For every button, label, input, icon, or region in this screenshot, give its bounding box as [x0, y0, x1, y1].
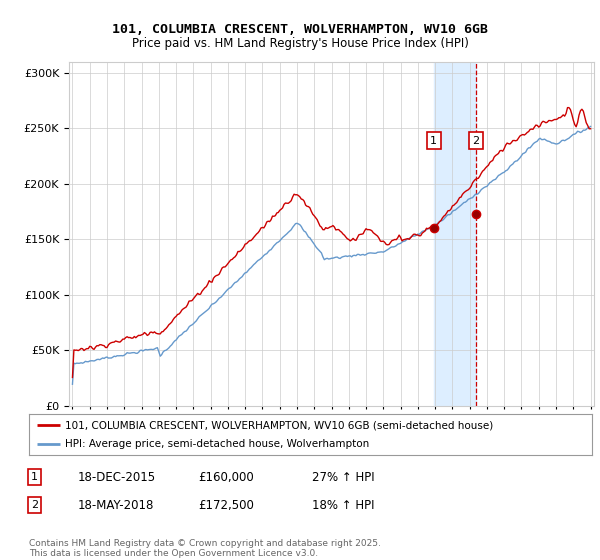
Text: £172,500: £172,500: [198, 498, 254, 512]
Text: 101, COLUMBIA CRESCENT, WOLVERHAMPTON, WV10 6GB (semi-detached house): 101, COLUMBIA CRESCENT, WOLVERHAMPTON, W…: [65, 421, 494, 430]
Text: 101, COLUMBIA CRESCENT, WOLVERHAMPTON, WV10 6GB: 101, COLUMBIA CRESCENT, WOLVERHAMPTON, W…: [112, 22, 488, 36]
Text: HPI: Average price, semi-detached house, Wolverhampton: HPI: Average price, semi-detached house,…: [65, 439, 370, 449]
Text: 2: 2: [31, 500, 38, 510]
Text: 1: 1: [31, 472, 38, 482]
Text: £160,000: £160,000: [198, 470, 254, 484]
Text: Contains HM Land Registry data © Crown copyright and database right 2025.
This d: Contains HM Land Registry data © Crown c…: [29, 539, 380, 558]
Text: 2: 2: [472, 136, 479, 146]
Text: 27% ↑ HPI: 27% ↑ HPI: [312, 470, 374, 484]
Text: 1: 1: [430, 136, 437, 146]
Text: 18-DEC-2015: 18-DEC-2015: [78, 470, 156, 484]
Text: 18% ↑ HPI: 18% ↑ HPI: [312, 498, 374, 512]
Bar: [434, 62, 476, 406]
Text: Price paid vs. HM Land Registry's House Price Index (HPI): Price paid vs. HM Land Registry's House …: [131, 37, 469, 50]
Text: 18-MAY-2018: 18-MAY-2018: [78, 498, 154, 512]
